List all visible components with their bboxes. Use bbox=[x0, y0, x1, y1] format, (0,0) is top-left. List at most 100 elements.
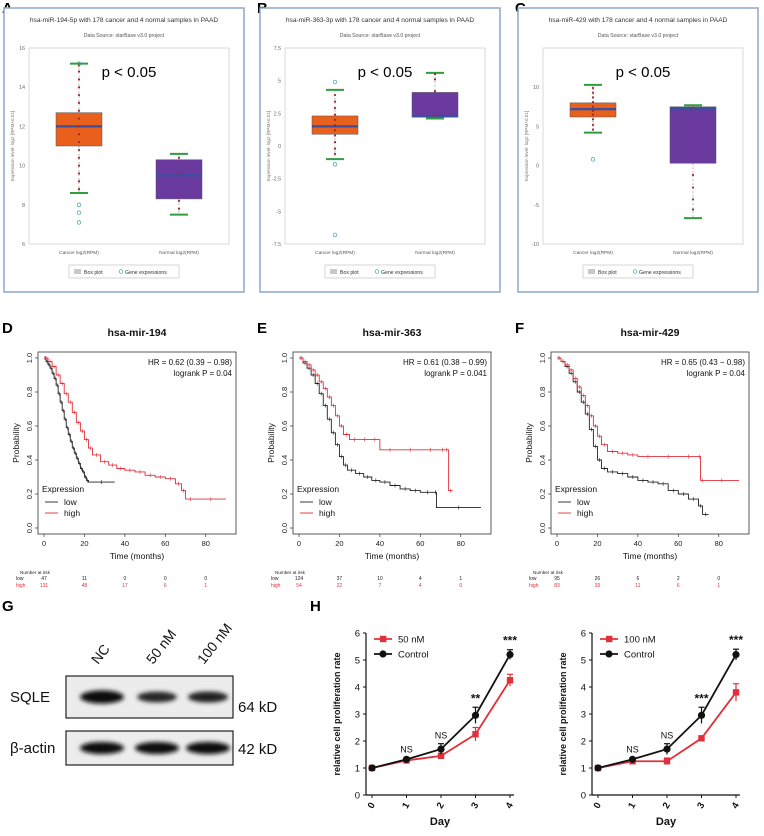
data-marker bbox=[698, 735, 705, 742]
risk-count: 1 bbox=[459, 576, 462, 582]
legend-swatch-box bbox=[74, 269, 81, 274]
risk-count: 4 bbox=[419, 583, 422, 589]
data-point bbox=[433, 90, 437, 93]
legend-label-high: high bbox=[319, 508, 335, 518]
risk-count: 83 bbox=[554, 583, 560, 589]
plot-area bbox=[284, 47, 486, 245]
y-axis-label: Expression level: log2 [RPM+0.01] bbox=[524, 111, 529, 181]
plot-frame bbox=[550, 351, 750, 535]
data-point bbox=[77, 180, 81, 183]
y-tick-label: 0.4 bbox=[25, 455, 34, 465]
y-tick-label: 4 bbox=[581, 683, 586, 694]
chart-title: hsa-miR-363-3p with 178 cancer and 4 nor… bbox=[286, 17, 474, 24]
data-point bbox=[177, 199, 181, 202]
y-tick-label: 4 bbox=[355, 683, 360, 694]
y-axis-label: Probability bbox=[524, 422, 534, 462]
legend-swatch-marker bbox=[379, 650, 387, 658]
y-tick-label: 7.5 bbox=[274, 46, 281, 52]
chart-title: hsa-mir-194 bbox=[108, 327, 167, 339]
y-tick-label: 0.2 bbox=[538, 489, 547, 499]
x-tick-label: 1 bbox=[400, 800, 413, 811]
data-point bbox=[77, 148, 81, 152]
data-point bbox=[77, 172, 81, 175]
y-tick-label: 6 bbox=[581, 629, 586, 640]
legend-swatch-marker bbox=[380, 635, 387, 643]
data-point bbox=[691, 106, 695, 109]
y-tick-label: 2 bbox=[581, 737, 586, 748]
chart-title: hsa-mir-429 bbox=[621, 327, 680, 339]
risk-count: 11 bbox=[82, 576, 87, 582]
risk-count: 37 bbox=[337, 576, 343, 582]
data-point bbox=[77, 101, 81, 104]
molecular-weight-label: 42 kD bbox=[238, 741, 277, 758]
risk-count: 6 bbox=[677, 583, 680, 589]
chart-subtitle: Data Source: starBase v3.0 project bbox=[340, 33, 421, 39]
data-point bbox=[77, 70, 81, 73]
y-tick-label: -2.5 bbox=[272, 177, 281, 183]
data-point bbox=[691, 208, 695, 211]
data-point bbox=[333, 100, 337, 103]
hazard-ratio-text: HR = 0.65 (0.43 − 0.98) bbox=[661, 358, 745, 367]
box-normal bbox=[411, 92, 459, 118]
proliferation-panels: 0 1 2 3 4 5 6 0 1 2 3 4 Day relative cell proliferati… bbox=[332, 629, 743, 829]
y-tick-label: -5 bbox=[534, 203, 539, 209]
data-point bbox=[333, 123, 337, 127]
data-marker bbox=[732, 651, 740, 659]
data-point bbox=[691, 198, 695, 201]
data-marker bbox=[663, 758, 671, 765]
data-point bbox=[77, 93, 81, 97]
chart-subtitle: Data Source: starBase v3.0 project bbox=[84, 33, 165, 39]
proliferation-panel-h2: 0 1 2 3 4 5 6 0 1 2 3 4 Day relative cell proliferati… bbox=[558, 629, 743, 829]
outlier-point bbox=[76, 220, 82, 225]
y-tick-label: 5 bbox=[536, 124, 539, 130]
data-point bbox=[591, 109, 595, 112]
data-point bbox=[177, 156, 181, 159]
survival-curve-high bbox=[44, 357, 226, 500]
panel-letter-e: E bbox=[257, 320, 267, 337]
y-tick-label: 3 bbox=[581, 710, 586, 721]
legend-swatch-box bbox=[330, 269, 337, 274]
proliferation-panel-h1: 0 1 2 3 4 5 6 0 1 2 3 4 Day relative cell proliferati… bbox=[332, 629, 517, 829]
x-tick-label: 60 bbox=[161, 539, 169, 548]
significance-label: NS bbox=[626, 744, 639, 754]
risk-count: 17 bbox=[122, 583, 128, 589]
significance-label: *** bbox=[503, 634, 517, 648]
y-tick-label: 0.6 bbox=[280, 421, 289, 431]
y-axis-label: Expression level: log2 [RPM+0.01] bbox=[266, 111, 271, 181]
x-category-label: Cancer log2(RPM) bbox=[315, 250, 355, 256]
y-tick-label: 0.4 bbox=[538, 455, 547, 465]
y-tick-label: -10 bbox=[532, 242, 540, 248]
data-point bbox=[77, 86, 81, 89]
y-tick-label: 0 bbox=[355, 791, 360, 802]
y-tick-label: 1.0 bbox=[280, 353, 289, 363]
data-point bbox=[591, 118, 595, 121]
data-marker bbox=[472, 731, 479, 738]
protein-band bbox=[186, 741, 230, 755]
data-point bbox=[591, 96, 595, 99]
legend-label-low: low bbox=[319, 497, 333, 507]
data-point bbox=[77, 188, 81, 191]
significance-label: *** bbox=[729, 633, 743, 647]
legend-label: Control bbox=[398, 650, 429, 661]
data-marker bbox=[368, 764, 376, 772]
data-marker bbox=[471, 711, 480, 719]
y-tick-label: 0.4 bbox=[280, 455, 289, 465]
chart-title: hsa-miR-194-5p with 178 cancer and 4 nor… bbox=[30, 17, 218, 24]
y-tick-label: 0.0 bbox=[538, 523, 547, 533]
x-category-label: Normal log2(RPM) bbox=[415, 250, 455, 256]
y-tick-label: 16 bbox=[19, 46, 25, 52]
data-marker bbox=[594, 764, 602, 772]
risk-count: 54 bbox=[296, 583, 302, 589]
legend-swatch-point bbox=[374, 269, 380, 274]
y-tick-label: 8 bbox=[22, 203, 25, 209]
y-tick-label: 0.8 bbox=[25, 387, 34, 397]
legend-swatch-marker bbox=[605, 650, 613, 658]
y-tick-label: 1 bbox=[581, 764, 586, 775]
data-point bbox=[333, 140, 337, 144]
protein-band bbox=[80, 690, 124, 704]
x-tick-label: 0 bbox=[42, 539, 46, 548]
boxplot-panel-c: hsa-miR-429 with 178 cancer and 4 normal… bbox=[517, 7, 759, 293]
x-tick-label: 80 bbox=[457, 539, 465, 548]
legend-label: 50 nM bbox=[398, 635, 424, 646]
